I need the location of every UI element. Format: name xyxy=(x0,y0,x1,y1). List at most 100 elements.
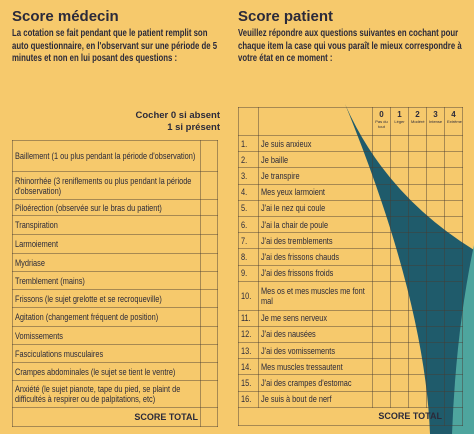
checkbox-cell[interactable] xyxy=(444,248,463,266)
checkbox-cell[interactable] xyxy=(372,232,391,250)
checkbox-cell[interactable] xyxy=(426,199,445,217)
checkbox-cell[interactable] xyxy=(444,374,463,392)
checkbox-cell[interactable] xyxy=(372,151,391,169)
checkbox-cell[interactable] xyxy=(426,232,445,250)
checkbox-cell[interactable] xyxy=(444,358,463,376)
checkbox-cell[interactable] xyxy=(408,358,427,376)
checkbox-cell[interactable] xyxy=(408,342,427,360)
checkbox-cell[interactable] xyxy=(408,390,427,408)
checkbox-cell[interactable] xyxy=(200,140,218,172)
number: 3. xyxy=(241,170,248,181)
checkbox-cell[interactable] xyxy=(200,289,218,308)
checkbox-cell[interactable] xyxy=(372,215,391,234)
checkbox-cell[interactable] xyxy=(372,390,391,408)
checkbox-cell[interactable] xyxy=(408,325,427,344)
checkbox-cell[interactable] xyxy=(444,390,463,408)
checkbox-cell[interactable] xyxy=(390,199,409,217)
doctor-table: Baillement (1 ou plus pendant la période… xyxy=(12,140,218,427)
checkbox-cell[interactable] xyxy=(408,151,427,169)
checkbox-cell[interactable] xyxy=(200,271,218,290)
checkbox-cell[interactable] xyxy=(426,248,445,266)
checkbox-cell[interactable] xyxy=(426,183,445,201)
checkbox-cell[interactable] xyxy=(390,151,409,169)
checkbox-cell[interactable] xyxy=(426,342,445,360)
checkbox-cell[interactable] xyxy=(426,280,445,311)
checkbox-cell[interactable] xyxy=(408,167,427,185)
checkbox-cell[interactable] xyxy=(390,264,409,282)
checkbox-cell[interactable] xyxy=(200,307,218,327)
checkbox-cell[interactable] xyxy=(408,309,427,327)
row: 3. Je transpire xyxy=(238,167,463,185)
checkbox-cell[interactable] xyxy=(426,390,445,408)
checkbox-cell[interactable] xyxy=(444,134,463,153)
checkbox-cell[interactable] xyxy=(426,215,445,234)
checkbox-cell[interactable] xyxy=(390,232,409,250)
checkbox-cell[interactable] xyxy=(426,134,445,153)
checkbox-cell[interactable] xyxy=(408,215,427,234)
checkbox-cell[interactable] xyxy=(390,325,409,344)
checkbox-cell[interactable] xyxy=(390,183,409,201)
checkbox-cell[interactable] xyxy=(200,326,218,345)
checkbox-cell[interactable] xyxy=(408,280,427,311)
checkbox-cell[interactable] xyxy=(390,248,409,266)
checkbox-cell[interactable] xyxy=(426,325,445,344)
checkbox-cell[interactable] xyxy=(390,215,409,234)
checkbox-cell[interactable] xyxy=(372,358,391,376)
checkbox-cell[interactable] xyxy=(200,199,218,216)
checkbox-cell[interactable] xyxy=(200,380,218,408)
checkbox-cell[interactable] xyxy=(372,167,391,185)
checkbox-cell[interactable] xyxy=(444,264,463,282)
checkbox-cell[interactable] xyxy=(200,362,218,381)
checkbox-cell[interactable] xyxy=(426,374,445,392)
checkbox-cell[interactable] xyxy=(372,342,391,360)
checkbox-cell[interactable] xyxy=(372,374,391,392)
checkbox-cell[interactable] xyxy=(390,167,409,185)
checkbox-cell[interactable] xyxy=(390,309,409,327)
checkbox-cell[interactable] xyxy=(444,199,463,217)
checkbox-cell[interactable] xyxy=(426,309,445,327)
checkbox-cell[interactable] xyxy=(444,309,463,327)
checkbox-cell[interactable] xyxy=(408,183,427,201)
checkbox-cell[interactable] xyxy=(200,215,218,235)
checkbox-cell[interactable] xyxy=(390,342,409,360)
checkbox-cell[interactable] xyxy=(372,264,391,282)
checkbox-cell[interactable] xyxy=(426,358,445,376)
checkbox-cell[interactable] xyxy=(408,374,427,392)
checkbox-cell[interactable] xyxy=(426,167,445,185)
checkbox-cell[interactable] xyxy=(372,199,391,217)
checkbox-cell[interactable] xyxy=(444,151,463,169)
right-instructions: Veuillez répondre aux questions suivante… xyxy=(238,28,462,64)
checkbox-cell[interactable] xyxy=(390,358,409,376)
checkbox-cell[interactable] xyxy=(408,134,427,153)
checkbox-cell[interactable] xyxy=(408,199,427,217)
checkbox-cell[interactable] xyxy=(390,374,409,392)
checkbox-cell[interactable] xyxy=(408,264,427,282)
checkbox-cell[interactable] xyxy=(372,134,391,153)
checkbox-cell[interactable] xyxy=(426,264,445,282)
checkbox-cell[interactable] xyxy=(372,309,391,327)
checkbox-cell[interactable] xyxy=(408,232,427,250)
item-text: Transpiration xyxy=(15,220,58,230)
checkbox-cell[interactable] xyxy=(390,390,409,408)
checkbox-cell[interactable] xyxy=(390,280,409,311)
checkbox-cell[interactable] xyxy=(444,342,463,360)
checkbox-cell[interactable] xyxy=(200,344,218,363)
checkbox-cell[interactable] xyxy=(444,215,463,234)
checkbox-cell[interactable] xyxy=(426,151,445,169)
checkbox-cell[interactable] xyxy=(372,183,391,201)
checkbox-cell[interactable] xyxy=(408,248,427,266)
checkbox-cell[interactable] xyxy=(444,280,463,311)
checkbox-cell[interactable] xyxy=(200,234,218,254)
checkbox-cell[interactable] xyxy=(444,167,463,185)
checkbox-cell[interactable] xyxy=(372,248,391,266)
checkbox-cell[interactable] xyxy=(372,280,391,311)
checkbox-cell[interactable] xyxy=(444,325,463,344)
row: Tremblement (mains) xyxy=(12,271,218,290)
checkbox-cell[interactable] xyxy=(200,253,218,272)
checkbox-cell[interactable] xyxy=(444,183,463,201)
checkbox-cell[interactable] xyxy=(372,325,391,344)
checkbox-cell[interactable] xyxy=(390,134,409,153)
checkbox-cell[interactable] xyxy=(444,232,463,250)
checkbox-cell[interactable] xyxy=(200,171,218,200)
